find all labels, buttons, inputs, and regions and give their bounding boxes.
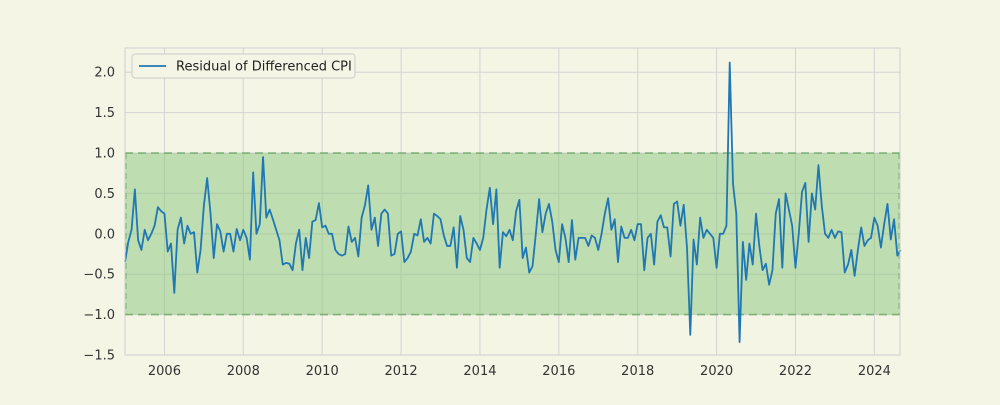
legend: Residual of Differenced CPI <box>131 53 356 79</box>
legend-label-series: Residual of Differenced CPI <box>176 60 352 75</box>
y-tick-label: 1.5 <box>94 106 115 121</box>
x-axis-ticks: 2006 2008 2010 2012 2014 2016 2018 2020 2022 2024 <box>148 364 891 379</box>
x-tick-label: 2012 <box>385 364 418 379</box>
x-tick-label: 2006 <box>148 364 181 379</box>
x-tick-label: 2016 <box>542 364 575 379</box>
x-tick-label: 2020 <box>700 364 733 379</box>
series-group <box>124 61 902 343</box>
x-tick-label: 2014 <box>463 364 496 379</box>
series-line-0 <box>124 61 902 343</box>
x-tick-label: 2010 <box>306 364 339 379</box>
y-tick-label: 0.5 <box>94 187 115 202</box>
x-tick-label: 2018 <box>621 364 654 379</box>
x-tick-label: 2024 <box>858 364 891 379</box>
y-tick-label: 1.0 <box>94 147 115 162</box>
legend-box <box>131 53 356 79</box>
y-tick-label: −1.5 <box>83 349 115 364</box>
y-tick-label: 2.0 <box>94 66 115 81</box>
plot-frame <box>124 47 901 356</box>
y-tick-label: −0.5 <box>83 268 115 283</box>
y-axis-ticks: −1.5 −1.0 −0.5 0.0 0.5 1.0 1.5 2.0 <box>83 66 115 364</box>
y-tick-label: −1.0 <box>83 308 115 323</box>
x-tick-label: 2022 <box>779 364 812 379</box>
y-tick-label: 0.0 <box>94 227 115 242</box>
x-tick-label: 2008 <box>227 364 260 379</box>
